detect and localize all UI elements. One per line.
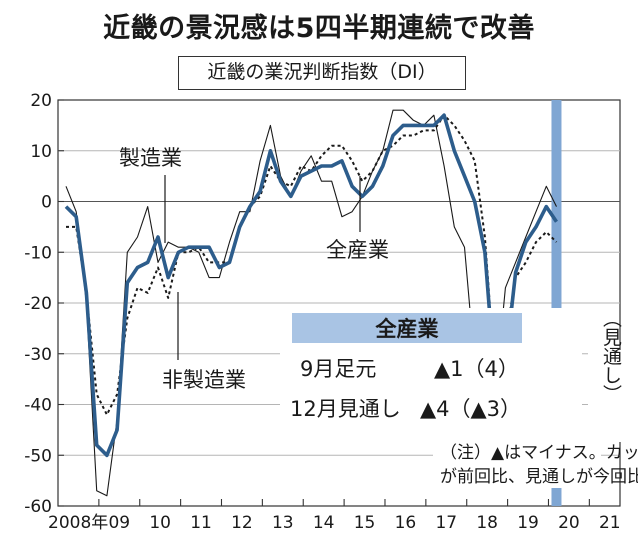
svg-text:9月足元: 9月足元 bbox=[300, 357, 376, 381]
forecast-label: （見通し） bbox=[588, 309, 632, 442]
x-tick-label: 16 bbox=[395, 513, 417, 533]
svg-text:▲4（▲3）: ▲4（▲3） bbox=[420, 397, 521, 421]
forecast-period-bar bbox=[551, 100, 562, 506]
svg-text:（見通し）: （見通し） bbox=[600, 309, 622, 404]
chart-title: 近畿の景況感は5四半期連続で改善 bbox=[103, 13, 535, 44]
series-line-nonmanufacturing bbox=[66, 114, 558, 416]
x-tick-label: 14 bbox=[313, 513, 335, 533]
y-tick-label: -50 bbox=[24, 446, 52, 466]
series-line-all-industry bbox=[64, 113, 558, 458]
svg-text:（注）▲はマイナス。カッコ内は足元: （注）▲はマイナス。カッコ内は足元 bbox=[440, 443, 638, 463]
chart-subtitle: 近畿の業況判断指数（DI） bbox=[178, 56, 466, 90]
svg-text:全産業: 全産業 bbox=[326, 238, 389, 262]
x-tick-label: 17 bbox=[435, 513, 457, 533]
y-tick-label: -30 bbox=[24, 345, 52, 365]
x-tick-label: 13 bbox=[272, 513, 294, 533]
x-tick-label: 11 bbox=[190, 513, 212, 533]
summary-table: 全産業 9月足元 ▲1（4） 12月見通し ▲4（▲3） bbox=[280, 308, 582, 438]
y-axis-ticks: 20 10 0 -10 -20 -30 -40 -50 -60 bbox=[24, 91, 64, 517]
svg-text:製造業: 製造業 bbox=[119, 146, 182, 170]
series-label-manufacturing: 製造業 bbox=[119, 146, 182, 243]
x-tick-label: 20 bbox=[558, 513, 580, 533]
x-tick-label: 10 bbox=[149, 513, 171, 533]
y-tick-label: -10 bbox=[24, 243, 52, 263]
y-tick-label: 0 bbox=[41, 193, 52, 213]
y-tick-label: 20 bbox=[30, 91, 52, 111]
y-tick-label: -60 bbox=[24, 497, 52, 517]
y-tick-label: -20 bbox=[24, 294, 52, 314]
x-tick-label: 15 bbox=[354, 513, 376, 533]
x-tick-label: 12 bbox=[231, 513, 253, 533]
x-tick-label: 19 bbox=[517, 513, 539, 533]
y-tick-label: 10 bbox=[30, 142, 52, 162]
x-tick-label: 21 bbox=[599, 513, 621, 533]
series-label-all: 全産業 bbox=[326, 176, 389, 262]
svg-text:非製造業: 非製造業 bbox=[162, 368, 246, 392]
x-axis-ticks: 2008年 09 10 11 12 13 14 15 16 17 18 19 20 21 bbox=[48, 499, 621, 533]
x-tick-label: 09 bbox=[108, 513, 130, 533]
x-tick-label: 2008年 bbox=[48, 513, 108, 533]
y-tick-label: -40 bbox=[24, 396, 52, 416]
svg-text:全産業: 全産業 bbox=[375, 317, 440, 341]
x-tick-label: 18 bbox=[476, 513, 498, 533]
svg-text:12月見通し: 12月見通し bbox=[290, 397, 401, 421]
series-label-nonmanufacturing: 非製造業 bbox=[162, 292, 246, 392]
footnote: （注）▲はマイナス。カッコ内は足元 が前回比、見通しが今回比 bbox=[433, 438, 638, 488]
svg-text:が前回比、見通しが今回比: が前回比、見通しが今回比 bbox=[440, 467, 638, 487]
svg-text:▲1（4）: ▲1（4） bbox=[434, 357, 519, 381]
